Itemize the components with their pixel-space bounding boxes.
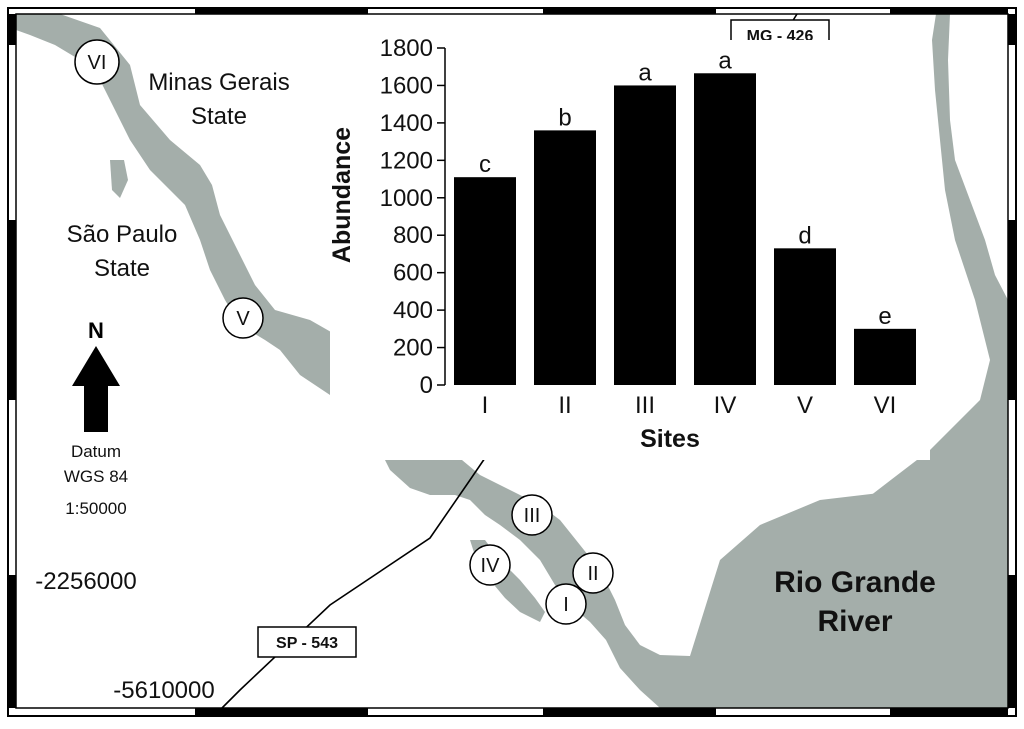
chart-bar-letter: b bbox=[558, 104, 571, 131]
frame-tick-top bbox=[890, 8, 1008, 14]
frame-tick-right bbox=[1008, 575, 1016, 708]
chart-x-tick-label: VI bbox=[874, 392, 897, 419]
chart-y-tick-label: 1600 bbox=[380, 72, 433, 99]
site-marker-vi: VI bbox=[74, 39, 120, 85]
coordinate-x-label: -5610000 bbox=[113, 677, 214, 704]
frame-tick-left bbox=[8, 575, 16, 708]
chart-bar-letter: a bbox=[718, 47, 732, 74]
chart-bar-vi bbox=[854, 328, 916, 385]
chart-y-tick-label: 1000 bbox=[380, 185, 433, 212]
chart-x-tick-label: IV bbox=[714, 392, 737, 419]
rio-grande-label-line2: River bbox=[817, 605, 892, 638]
chart-y-axis-title: Abundance bbox=[328, 127, 356, 263]
chart-bar-letter: e bbox=[878, 303, 891, 330]
chart-bar-v bbox=[774, 248, 836, 385]
frame-tick-bottom bbox=[543, 708, 716, 716]
datum-value: WGS 84 bbox=[64, 467, 128, 486]
frame-tick-left bbox=[8, 220, 16, 400]
minas-gerais-label-line2: State bbox=[191, 103, 247, 130]
svg-text:III: III bbox=[524, 505, 541, 527]
site-marker-iv: IV bbox=[469, 544, 511, 586]
svg-text:II: II bbox=[587, 563, 598, 585]
chart-y-tick-label: 200 bbox=[393, 335, 433, 362]
chart-x-tick-label: V bbox=[797, 392, 813, 419]
chart-x-ticks: I II III IV V VI bbox=[482, 392, 897, 419]
scale-label: 1:50000 bbox=[65, 499, 126, 518]
chart-y-tick-label: 600 bbox=[393, 260, 433, 287]
chart-x-tick-label: III bbox=[635, 392, 655, 419]
rio-grande-east-arm bbox=[870, 14, 1008, 496]
chart-y-tick-label: 1800 bbox=[380, 35, 433, 62]
minas-gerais-label: Minas Gerais bbox=[148, 69, 289, 96]
north-arrow-icon: N bbox=[72, 318, 120, 432]
coordinate-y-label: -2256000 bbox=[35, 568, 136, 595]
rio-grande-label: Rio Grande bbox=[774, 566, 936, 599]
frame-tick-bottom bbox=[195, 708, 368, 716]
chart-bars: c b a a d e bbox=[454, 47, 916, 386]
frame-tick-right bbox=[1008, 220, 1016, 400]
site-marker-ii: II bbox=[572, 552, 614, 594]
svg-text:SP - 543: SP - 543 bbox=[276, 635, 338, 652]
svg-text:I: I bbox=[563, 594, 569, 616]
chart-x-tick-label: II bbox=[558, 392, 571, 419]
chart-y-tick-label: 800 bbox=[393, 222, 433, 249]
chart-y-tick-label: 400 bbox=[393, 297, 433, 324]
datum-label: Datum bbox=[71, 442, 121, 461]
map-frame bbox=[7, 7, 1017, 717]
chart-y-ticks: 0 200 400 600 800 1000 1200 1400 1600 1800 bbox=[380, 35, 445, 399]
frame-tick-top bbox=[543, 8, 716, 14]
svg-text:VI: VI bbox=[88, 52, 107, 74]
chart-y-tick-label: 0 bbox=[420, 372, 433, 399]
chart-bar-ii bbox=[534, 130, 596, 385]
chart-bar-letter: a bbox=[638, 59, 652, 86]
svg-text:V: V bbox=[236, 308, 250, 330]
site-marker-iii: III bbox=[511, 494, 553, 536]
frame-tick-bottom bbox=[890, 708, 1008, 716]
frame-tick-right bbox=[1008, 14, 1016, 45]
chart-y-tick-label: 1200 bbox=[380, 147, 433, 174]
chart-bar-iv bbox=[694, 73, 756, 386]
chart-bar-i bbox=[454, 177, 516, 385]
chart-x-axis-title: Sites bbox=[640, 425, 700, 453]
chart-bar-iii bbox=[614, 85, 676, 385]
svg-text:IV: IV bbox=[481, 555, 501, 577]
frame-tick-top bbox=[195, 8, 368, 14]
reservoir-arm bbox=[16, 14, 1008, 708]
abundance-chart: 0 200 400 600 800 1000 1200 1400 1600 1800 c b a a d e… bbox=[328, 35, 930, 460]
side-tributary bbox=[110, 160, 128, 198]
site-marker-v: V bbox=[222, 297, 264, 339]
sao-paulo-label-line2: State bbox=[94, 255, 150, 282]
road-label-sp: SP - 543 bbox=[257, 626, 357, 658]
chart-bar-letter: d bbox=[798, 222, 811, 249]
north-label: N bbox=[88, 318, 104, 343]
site-marker-i: I bbox=[545, 583, 587, 625]
chart-bar-letter: c bbox=[479, 151, 491, 178]
chart-x-tick-label: I bbox=[482, 392, 489, 419]
frame-tick-left bbox=[8, 14, 16, 45]
chart-y-tick-label: 1400 bbox=[380, 110, 433, 137]
sao-paulo-label: São Paulo bbox=[67, 221, 178, 248]
